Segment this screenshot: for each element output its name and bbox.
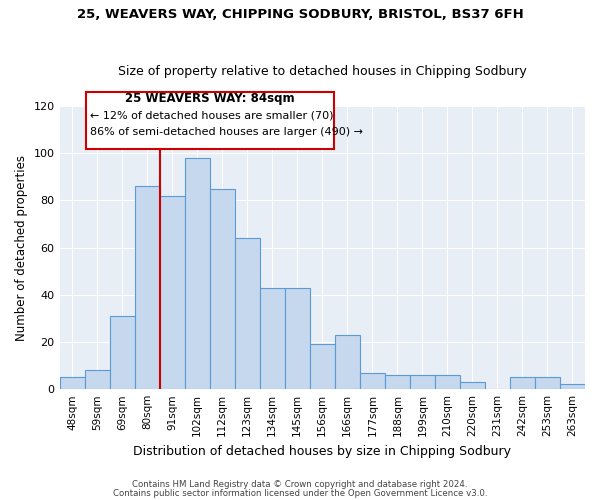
- Text: 25 WEAVERS WAY: 84sqm: 25 WEAVERS WAY: 84sqm: [125, 92, 295, 106]
- Bar: [235, 238, 260, 389]
- Y-axis label: Number of detached properties: Number of detached properties: [15, 154, 28, 340]
- Bar: [560, 384, 585, 389]
- Bar: [460, 382, 485, 389]
- Text: ← 12% of detached houses are smaller (70): ← 12% of detached houses are smaller (70…: [89, 110, 333, 120]
- Bar: [160, 196, 185, 389]
- FancyBboxPatch shape: [86, 92, 334, 148]
- Bar: [385, 375, 410, 389]
- Bar: [85, 370, 110, 389]
- Bar: [134, 186, 160, 389]
- X-axis label: Distribution of detached houses by size in Chipping Sodbury: Distribution of detached houses by size …: [133, 444, 511, 458]
- Text: 86% of semi-detached houses are larger (490) →: 86% of semi-detached houses are larger (…: [89, 127, 362, 137]
- Bar: [260, 288, 285, 389]
- Bar: [185, 158, 209, 389]
- Text: 25, WEAVERS WAY, CHIPPING SODBURY, BRISTOL, BS37 6FH: 25, WEAVERS WAY, CHIPPING SODBURY, BRIST…: [77, 8, 523, 20]
- Bar: [59, 378, 85, 389]
- Text: Contains public sector information licensed under the Open Government Licence v3: Contains public sector information licen…: [113, 488, 487, 498]
- Bar: [360, 372, 385, 389]
- Bar: [510, 378, 535, 389]
- Bar: [110, 316, 134, 389]
- Bar: [285, 288, 310, 389]
- Bar: [209, 188, 235, 389]
- Bar: [535, 378, 560, 389]
- Bar: [435, 375, 460, 389]
- Bar: [310, 344, 335, 389]
- Bar: [335, 335, 360, 389]
- Text: Contains HM Land Registry data © Crown copyright and database right 2024.: Contains HM Land Registry data © Crown c…: [132, 480, 468, 489]
- Bar: [410, 375, 435, 389]
- Title: Size of property relative to detached houses in Chipping Sodbury: Size of property relative to detached ho…: [118, 66, 527, 78]
